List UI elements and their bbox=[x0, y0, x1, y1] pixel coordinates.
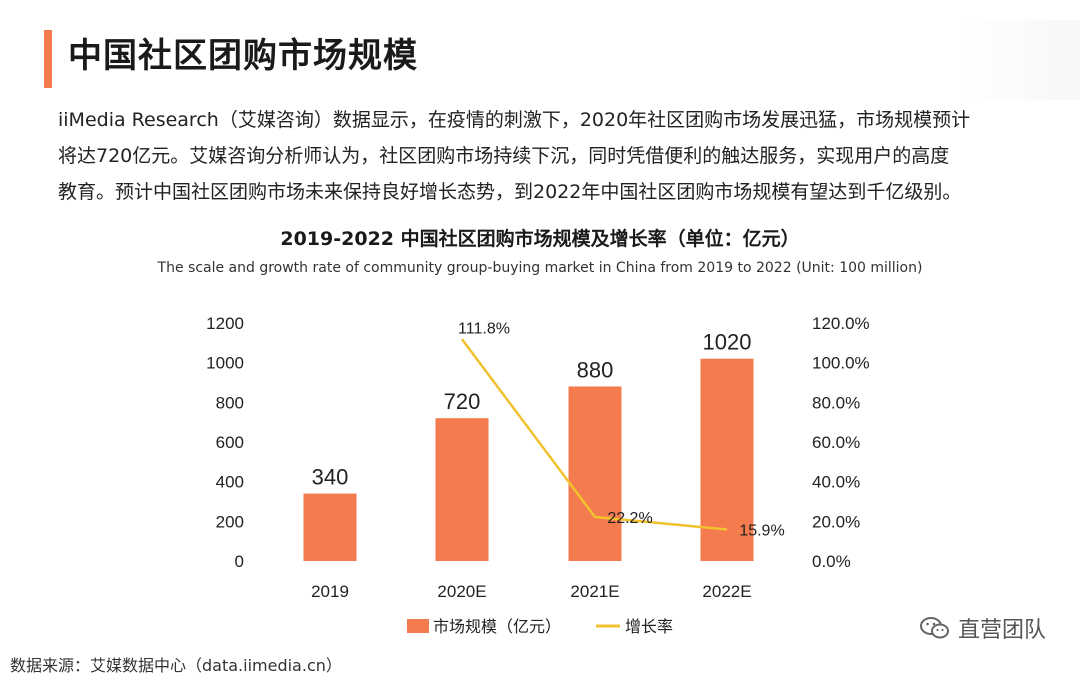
growth-line bbox=[460, 338, 728, 531]
y-right-tick-label: 80.0% bbox=[812, 393, 860, 412]
y-left-tick-label: 200 bbox=[216, 512, 244, 531]
wechat-icon bbox=[919, 616, 950, 640]
y-left-tick-label: 1200 bbox=[206, 314, 244, 333]
y-left-tick-label: 600 bbox=[216, 433, 244, 452]
x-tick-label: 2021E bbox=[570, 582, 619, 601]
bar bbox=[303, 493, 357, 561]
title-accent-bar bbox=[44, 30, 52, 88]
combo-chart: 0 200 400 600 800 1000 1200 0.0% 20.0% 40.0% 60.0%… bbox=[206, 314, 870, 636]
y-right-tick-label: 0.0% bbox=[812, 552, 851, 571]
y-right-tick-label: 100.0% bbox=[812, 354, 870, 373]
y-right-tick-label: 120.0% bbox=[812, 314, 870, 333]
corner-fade bbox=[960, 20, 1080, 100]
intro-line: 教育。预计中国社区团购市场未来保持良好增长态势，到2022年中国社区团购市场规模… bbox=[58, 181, 962, 203]
line-value-label: 22.2% bbox=[607, 510, 652, 527]
y-right-tick-label: 20.0% bbox=[812, 512, 860, 531]
bar bbox=[568, 386, 622, 561]
x-tick-label: 2020E bbox=[437, 582, 486, 601]
y-left-tick-label: 1000 bbox=[206, 354, 244, 373]
y-left-tick-label: 400 bbox=[216, 473, 244, 492]
bar-value-label: 1020 bbox=[703, 330, 752, 355]
bar-value-label: 340 bbox=[312, 465, 349, 490]
intro-paragraph: iiMedia Research（艾媒咨询）数据显示，在疫情的刺激下，2020年… bbox=[58, 102, 1048, 210]
chart-subtitle: The scale and growth rate of community g… bbox=[157, 260, 923, 276]
source-note: 数据来源：艾媒数据中心（data.iimedia.cn） bbox=[10, 656, 342, 675]
page-title: 中国社区团购市场规模 bbox=[68, 36, 418, 76]
y-left-tick-label: 800 bbox=[216, 393, 244, 412]
y-left-tick-label: 0 bbox=[235, 552, 244, 571]
x-tick-label: 2022E bbox=[702, 582, 751, 601]
y-right-tick-label: 40.0% bbox=[812, 473, 860, 492]
legend-line-label: 增长率 bbox=[625, 617, 673, 636]
line-value-label: 15.9% bbox=[739, 522, 784, 539]
x-tick-label: 2019 bbox=[311, 582, 349, 601]
watermark: 直营团队 bbox=[919, 612, 1046, 644]
legend-bar-swatch bbox=[407, 619, 429, 633]
line-value-label: 111.8% bbox=[458, 320, 510, 337]
intro-line: 将达720亿元。艾媒咨询分析师认为，社区团购市场持续下沉，同时凭借便利的触达服务… bbox=[58, 145, 950, 167]
watermark-text: 直营团队 bbox=[957, 618, 1046, 643]
intro-line: iiMedia Research（艾媒咨询）数据显示，在疫情的刺激下，2020年… bbox=[58, 109, 971, 131]
y-right-tick-label: 60.0% bbox=[812, 433, 860, 452]
chart-title: 2019-2022 中国社区团购市场规模及增长率（单位：亿元） bbox=[280, 228, 800, 250]
bar bbox=[435, 418, 489, 561]
bar-value-label: 880 bbox=[577, 357, 614, 382]
legend-bar-label: 市场规模（亿元） bbox=[433, 617, 561, 636]
bar-value-label: 720 bbox=[444, 389, 481, 414]
